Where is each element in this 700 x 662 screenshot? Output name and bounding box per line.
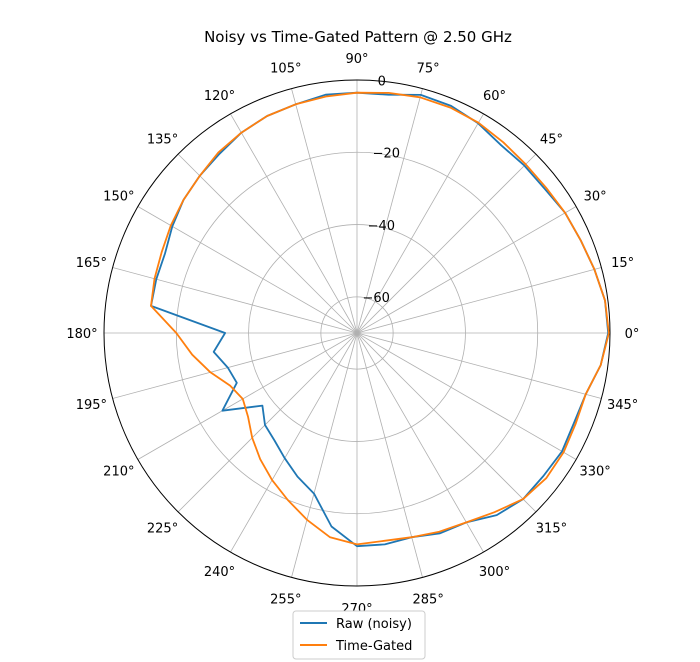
- angular-gridline: [137, 332, 358, 460]
- angular-gridline: [291, 88, 358, 334]
- angular-tick-label: 75°: [417, 61, 440, 76]
- angular-tick-label: 315°: [536, 521, 567, 536]
- angular-tick-label: 345°: [607, 398, 638, 413]
- angular-tick-labels: 0° 15° 30° 45° 60° 75° 90° 105° 120° 135° 150° 165°…: [66, 52, 639, 617]
- angular-tick-label: 90°: [345, 52, 368, 67]
- angular-tick-label: 60°: [483, 89, 506, 104]
- angular-gridline: [356, 113, 484, 334]
- angular-tick-label: 30°: [584, 190, 607, 205]
- angular-gridline: [356, 332, 484, 553]
- angular-tick-label: 120°: [204, 89, 235, 104]
- radial-tick-label: −20: [373, 147, 400, 162]
- angular-gridline: [177, 332, 358, 513]
- angular-tick-label: 105°: [270, 61, 301, 76]
- angular-tick-label: 195°: [76, 398, 107, 413]
- polar-frame: [103, 79, 611, 587]
- series-lines: [150, 91, 610, 548]
- angular-tick-label: 300°: [479, 565, 510, 580]
- angular-gridline: [356, 267, 602, 334]
- angular-gridline: [356, 206, 577, 334]
- angular-gridline: [356, 332, 577, 460]
- angular-tick-label: 210°: [103, 465, 134, 480]
- angular-gridline: [112, 267, 358, 334]
- angular-gridline: [137, 206, 358, 334]
- chart-title: Noisy vs Time-Gated Pattern @ 2.50 GHz: [204, 28, 512, 46]
- angular-tick-label: 135°: [147, 133, 178, 148]
- angular-gridline: [230, 113, 358, 334]
- angular-tick-label: 225°: [147, 521, 178, 536]
- angular-tick-label: 45°: [540, 133, 563, 148]
- angular-tick-label: 285°: [413, 593, 444, 608]
- angular-tick-label: 0°: [625, 327, 640, 342]
- radial-tick-label: −60: [363, 291, 390, 306]
- angular-gridline: [230, 332, 358, 553]
- radial-tick-labels: −60 −40 −20 0: [363, 75, 401, 306]
- angular-gridline: [356, 332, 602, 399]
- radial-tick-label: −40: [368, 219, 395, 234]
- legend-label: Raw (noisy): [336, 617, 412, 632]
- angular-gridline: [291, 332, 358, 578]
- angular-gridline: [356, 88, 423, 334]
- angular-tick-label: 15°: [611, 256, 634, 271]
- angular-tick-label: 180°: [66, 327, 97, 342]
- angular-gridline: [177, 153, 358, 334]
- angular-tick-label: 255°: [270, 593, 301, 608]
- grid: [103, 79, 611, 587]
- angular-tick-label: 150°: [103, 190, 134, 205]
- angular-gridline: [356, 153, 537, 334]
- legend-label: Time-Gated: [335, 639, 412, 654]
- angular-tick-label: 165°: [76, 256, 107, 271]
- angular-tick-label: 240°: [204, 565, 235, 580]
- series-line-time-gated: [150, 91, 610, 546]
- radial-tick-label: 0: [378, 75, 386, 90]
- angular-gridline: [112, 332, 358, 399]
- angular-tick-label: 330°: [579, 465, 610, 480]
- legend: Raw (noisy) Time-Gated: [292, 610, 426, 660]
- angular-gridline: [356, 332, 537, 513]
